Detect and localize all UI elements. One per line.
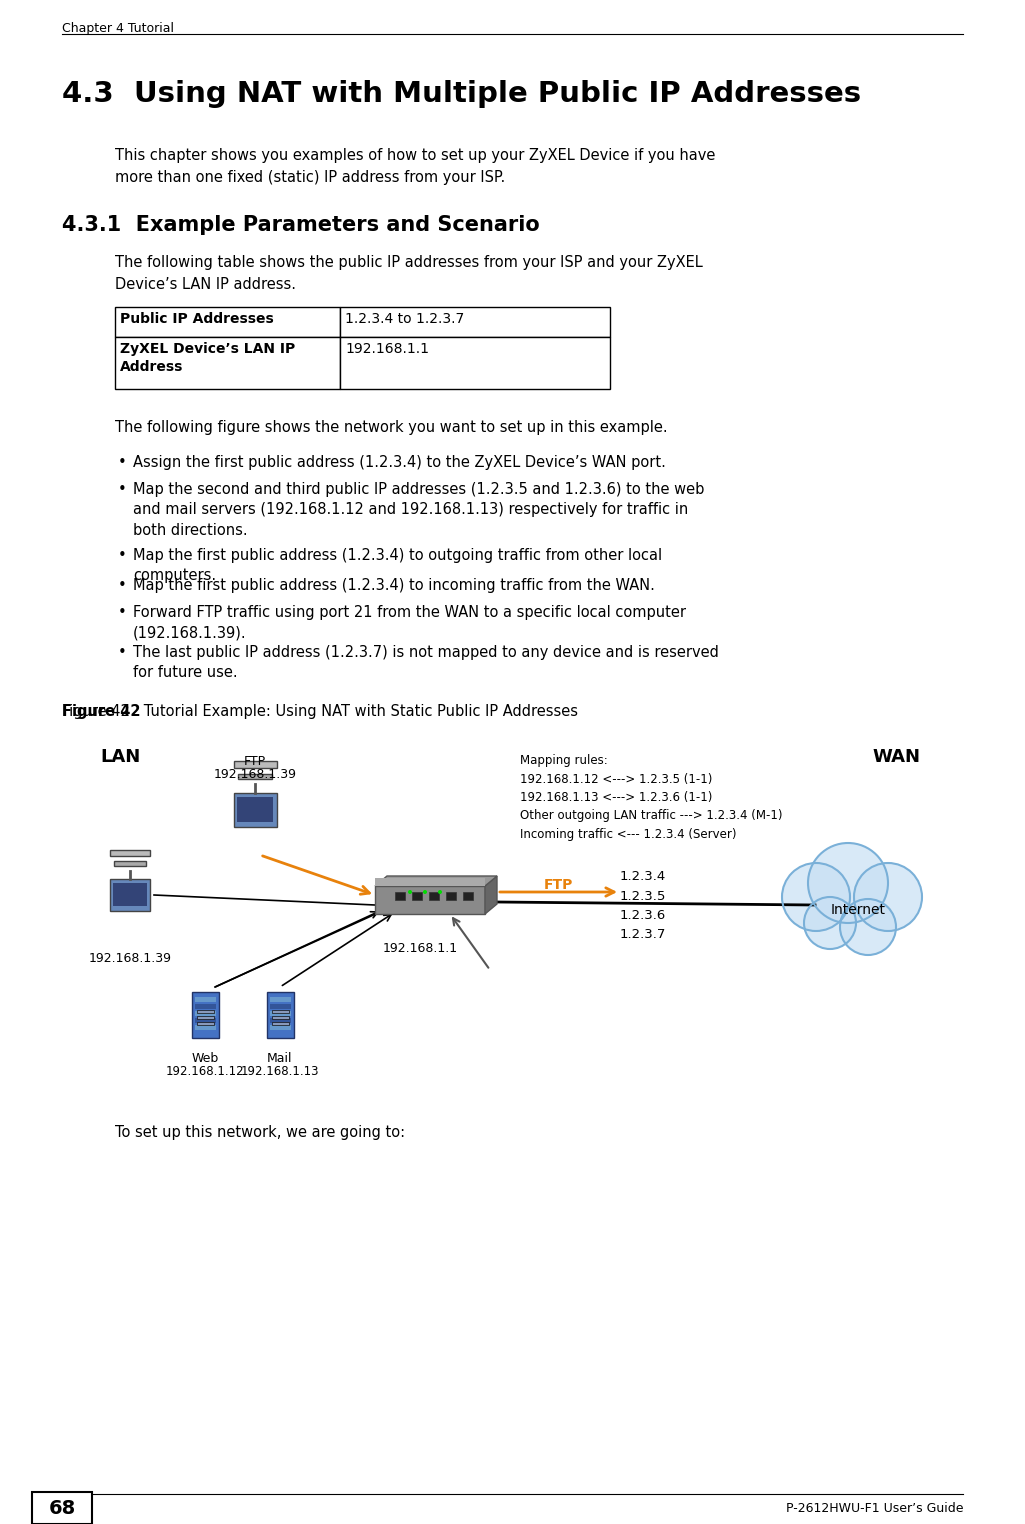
Circle shape (808, 843, 888, 924)
Circle shape (854, 863, 922, 931)
Bar (195, 1004, 216, 1009)
Bar (270, 1026, 291, 1030)
Text: 68: 68 (48, 1500, 76, 1518)
Bar (429, 892, 439, 901)
Bar (192, 992, 219, 1038)
Bar (395, 892, 405, 901)
Bar (238, 774, 272, 779)
Bar (270, 1018, 291, 1023)
Text: WAN: WAN (872, 748, 920, 767)
Circle shape (438, 890, 442, 895)
Bar (110, 879, 150, 911)
Text: Public IP Addresses: Public IP Addresses (120, 312, 274, 326)
Text: •: • (118, 482, 127, 497)
Bar (463, 892, 473, 901)
Bar (197, 1017, 214, 1020)
Text: The following figure shows the network you want to set up in this example.: The following figure shows the network y… (115, 421, 667, 434)
Bar (412, 892, 422, 901)
Text: 4.3.1  Example Parameters and Scenario: 4.3.1 Example Parameters and Scenario (62, 215, 540, 235)
Text: Web: Web (192, 1052, 218, 1065)
Text: Assign the first public address (1.2.3.4) to the ZyXEL Device’s WAN port.: Assign the first public address (1.2.3.4… (133, 456, 666, 469)
Bar (237, 797, 273, 821)
Text: 1.2.3.4
1.2.3.5
1.2.3.6
1.2.3.7: 1.2.3.4 1.2.3.5 1.2.3.6 1.2.3.7 (620, 870, 666, 942)
Text: •: • (118, 645, 127, 660)
Text: 192.168.1.12: 192.168.1.12 (166, 1065, 244, 1077)
Bar (270, 1010, 291, 1017)
Text: Forward FTP traffic using port 21 from the WAN to a specific local computer
(192: Forward FTP traffic using port 21 from t… (133, 605, 686, 640)
Bar (340, 337, 610, 389)
Bar (270, 997, 291, 1001)
Text: Figure 42   Tutorial Example: Using NAT with Static Public IP Addresses: Figure 42 Tutorial Example: Using NAT wi… (62, 704, 578, 719)
Circle shape (782, 863, 850, 931)
Text: 4.3  Using NAT with Multiple Public IP Addresses: 4.3 Using NAT with Multiple Public IP Ad… (62, 79, 861, 108)
Text: 192.168.1.1: 192.168.1.1 (382, 942, 457, 956)
Text: LAN: LAN (100, 748, 140, 767)
Circle shape (804, 898, 856, 949)
Text: Mapping rules:
192.168.1.12 <---> 1.2.3.5 (1-1)
192.168.1.13 <---> 1.2.3.6 (1-1): Mapping rules: 192.168.1.12 <---> 1.2.3.… (520, 754, 782, 841)
Bar (375, 878, 485, 885)
Text: 192.168.1.39: 192.168.1.39 (88, 952, 171, 965)
Text: Map the first public address (1.2.3.4) to incoming traffic from the WAN.: Map the first public address (1.2.3.4) t… (133, 578, 655, 593)
Text: ZyXEL Device’s LAN IP
Address: ZyXEL Device’s LAN IP Address (120, 341, 295, 375)
Bar (32, 1492, 92, 1524)
Polygon shape (485, 876, 497, 914)
Circle shape (423, 890, 427, 895)
Text: •: • (118, 578, 127, 593)
Text: 1.2.3.4 to 1.2.3.7: 1.2.3.4 to 1.2.3.7 (345, 312, 464, 326)
Text: FTP: FTP (543, 878, 573, 892)
Text: Map the first public address (1.2.3.4) to outgoing traffic from other local
comp: Map the first public address (1.2.3.4) t… (133, 549, 662, 584)
Bar (115, 337, 340, 389)
Text: Mail: Mail (268, 1052, 293, 1065)
Text: Chapter 4 Tutorial: Chapter 4 Tutorial (62, 21, 174, 35)
Text: Map the second and third public IP addresses (1.2.3.5 and 1.2.3.6) to the web
an: Map the second and third public IP addre… (133, 482, 704, 538)
Bar (113, 882, 147, 905)
Bar (375, 885, 485, 914)
Bar (195, 1026, 216, 1030)
Text: 192.168.1.13: 192.168.1.13 (241, 1065, 319, 1077)
Circle shape (782, 863, 850, 931)
Text: 192.168.1.1: 192.168.1.1 (345, 341, 429, 357)
Circle shape (840, 899, 896, 956)
Bar (272, 1017, 289, 1020)
Text: The following table shows the public IP addresses from your ISP and your ZyXEL
D: The following table shows the public IP … (115, 255, 703, 291)
Bar (195, 1010, 216, 1017)
Bar (234, 792, 277, 828)
Circle shape (840, 899, 896, 956)
Circle shape (408, 890, 412, 895)
Bar (197, 1010, 214, 1013)
Bar (195, 997, 216, 1001)
Bar (272, 1010, 289, 1013)
Bar (266, 992, 294, 1038)
Text: 192.168.1.39: 192.168.1.39 (213, 768, 296, 780)
Text: •: • (118, 456, 127, 469)
Bar (272, 1023, 289, 1026)
Bar (195, 1018, 216, 1023)
Bar (270, 1004, 291, 1009)
Bar (197, 1023, 214, 1026)
Text: •: • (118, 549, 127, 562)
Bar (110, 850, 150, 856)
Circle shape (854, 863, 922, 931)
Bar (114, 861, 146, 866)
Bar (234, 760, 277, 768)
Text: To set up this network, we are going to:: To set up this network, we are going to: (115, 1125, 405, 1140)
Circle shape (804, 898, 856, 949)
Polygon shape (375, 876, 497, 885)
Text: This chapter shows you examples of how to set up your ZyXEL Device if you have
m: This chapter shows you examples of how t… (115, 148, 715, 184)
Text: The last public IP address (1.2.3.7) is not mapped to any device and is reserved: The last public IP address (1.2.3.7) is … (133, 645, 719, 680)
Bar (340, 306, 610, 337)
Text: FTP: FTP (244, 754, 266, 768)
Text: •: • (118, 605, 127, 620)
Text: Figure 42: Figure 42 (62, 704, 140, 719)
Bar (446, 892, 456, 901)
Text: Internet: Internet (830, 904, 886, 917)
Bar (115, 306, 340, 337)
Circle shape (808, 843, 888, 924)
Text: P-2612HWU-F1 User’s Guide: P-2612HWU-F1 User’s Guide (785, 1503, 963, 1515)
